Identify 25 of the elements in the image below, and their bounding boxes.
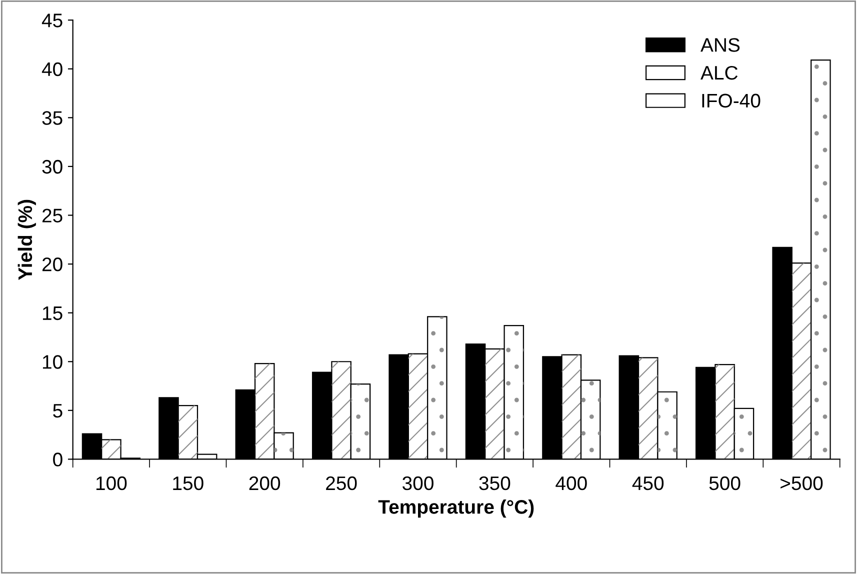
y-tick-label: 40 bbox=[42, 62, 62, 76]
y-tick-label: 20 bbox=[42, 258, 62, 272]
x-tick-label: 400 bbox=[556, 476, 587, 490]
y-tick-label: 30 bbox=[42, 160, 62, 174]
x-tick-label: 450 bbox=[632, 476, 664, 490]
x-tick-label: 150 bbox=[173, 476, 204, 490]
x-axis-title: Temperature (°C) bbox=[378, 500, 534, 518]
x-tick-label: 200 bbox=[249, 476, 280, 490]
x-tick-label: 250 bbox=[326, 476, 357, 490]
legend-label: ANS bbox=[700, 38, 740, 52]
legend-label: ALC bbox=[700, 66, 738, 80]
y-tick-label: 45 bbox=[42, 14, 62, 28]
y-tick-label: 0 bbox=[53, 452, 62, 466]
y-tick-label: 25 bbox=[42, 208, 62, 222]
x-tick-label: 500 bbox=[709, 476, 740, 490]
y-tick-label: 35 bbox=[42, 111, 62, 125]
y-axis-title: Yield (%) bbox=[18, 200, 36, 280]
y-tick-label: 15 bbox=[42, 306, 62, 320]
x-tick-label: 100 bbox=[96, 476, 127, 490]
x-tick-label: 350 bbox=[479, 476, 510, 490]
legend-label: IFO-40 bbox=[702, 94, 760, 108]
y-tick-label: 5 bbox=[53, 404, 62, 418]
x-tick-label: 300 bbox=[402, 476, 434, 490]
y-tick-label: 10 bbox=[42, 355, 62, 369]
x-tick-label: >500 bbox=[780, 476, 823, 490]
